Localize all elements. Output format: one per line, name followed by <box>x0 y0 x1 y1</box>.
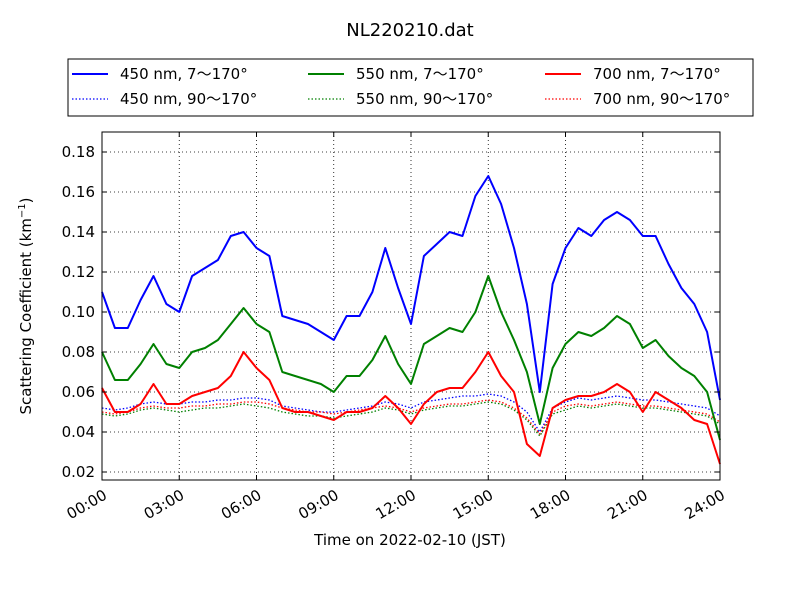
y-tick-label: 0.18 <box>62 143 95 161</box>
legend-label-5: 700 nm, 7～170° <box>593 65 721 83</box>
x-tick-label: 00:00 <box>64 486 110 523</box>
x-tick-label: 12:00 <box>373 486 419 523</box>
series-layer <box>101 175 721 465</box>
series-line-1 <box>101 175 721 401</box>
legend-items: 450 nm, 7～170° 450 nm, 90～170° 550 nm, 7～1… <box>72 65 730 108</box>
grid-layer <box>102 132 720 480</box>
x-axis-label: Time on 2022-02-10 (JST) <box>313 531 506 549</box>
y-tick-label: 0.08 <box>62 343 95 361</box>
legend: 450 nm, 7～170° 450 nm, 90～170° 550 nm, 7～1… <box>67 58 754 117</box>
y-tick-label: 0.02 <box>62 463 95 481</box>
x-tick-label: 24:00 <box>682 486 728 523</box>
legend-label-1: 450 nm, 7～170° <box>120 65 248 83</box>
series-line-5 <box>101 351 721 465</box>
y-tick-label: 0.04 <box>62 423 95 441</box>
tick-layer: 00:00 03:00 06:00 09:00 12:00 15:00 18:00 21:00… <box>62 132 728 523</box>
y-axis-label-end: ) <box>17 197 35 203</box>
chart-title: NL220210.dat <box>346 20 473 41</box>
y-tick-label: 0.16 <box>62 183 95 201</box>
series-line-3 <box>101 275 721 441</box>
y-tick-label: 0.14 <box>62 223 95 241</box>
y-axis-label-sup: −1 <box>17 203 28 218</box>
x-tick-label: 06:00 <box>218 486 264 523</box>
series-line-4 <box>101 401 721 437</box>
y-tick-label: 0.10 <box>62 303 95 321</box>
x-tick-label: 18:00 <box>527 486 573 523</box>
y-tick-label: 0.06 <box>62 383 95 401</box>
legend-label-6: 700 nm, 90～170° <box>593 90 730 108</box>
x-tick-label: 03:00 <box>141 486 187 523</box>
legend-label-4: 550 nm, 90～170° <box>356 90 493 108</box>
legend-frame <box>67 58 754 117</box>
x-tick-label: 15:00 <box>450 486 496 523</box>
x-tick-label: 21:00 <box>604 486 650 523</box>
legend-label-2: 450 nm, 90～170° <box>120 90 257 108</box>
x-tick-label: 09:00 <box>295 486 341 523</box>
legend-label-3: 550 nm, 7～170° <box>356 65 484 83</box>
y-axis-label: Scattering Coefficient (km−1) <box>17 197 35 414</box>
y-axis-label-main: Scattering Coefficient (km <box>17 218 35 414</box>
y-tick-label: 0.12 <box>62 263 95 281</box>
